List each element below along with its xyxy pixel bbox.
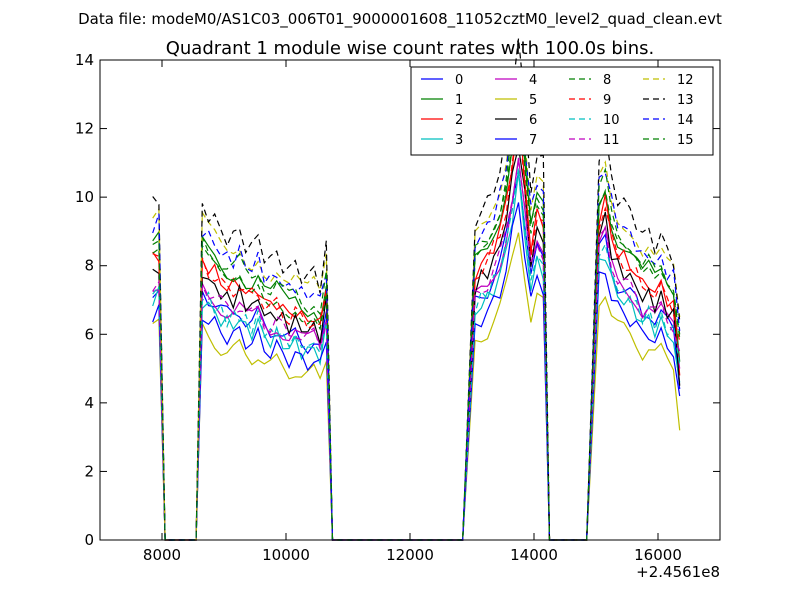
legend-label-2: 2 bbox=[455, 113, 463, 128]
legend-label-9: 9 bbox=[603, 93, 611, 108]
series-line-2 bbox=[152, 111, 681, 541]
series-line-10 bbox=[152, 167, 681, 541]
y-tick-label: 12 bbox=[75, 120, 94, 138]
y-tick-label: 2 bbox=[84, 462, 94, 480]
series-line-9 bbox=[152, 115, 681, 541]
legend-label-14: 14 bbox=[677, 113, 694, 128]
x-tick-label: 16000 bbox=[634, 546, 682, 564]
series-line-8 bbox=[152, 101, 681, 541]
series-layer bbox=[152, 38, 681, 541]
x-tick-label: 14000 bbox=[510, 546, 558, 564]
chart-suptitle: Data file: modeM0/AS1C03_006T01_90000016… bbox=[78, 10, 722, 29]
legend-label-4: 4 bbox=[529, 73, 537, 88]
legend-label-1: 1 bbox=[455, 93, 463, 108]
series-line-5 bbox=[152, 232, 681, 541]
x-tick-label: 8000 bbox=[143, 546, 181, 564]
legend-label-10: 10 bbox=[603, 113, 620, 128]
legend-label-7: 7 bbox=[529, 133, 537, 148]
y-tick-label: 8 bbox=[84, 257, 94, 275]
legend-label-12: 12 bbox=[677, 73, 694, 88]
x-offset-label: +2.4561e8 bbox=[636, 563, 720, 581]
series-line-1 bbox=[152, 98, 681, 541]
y-tick-label: 6 bbox=[84, 325, 94, 343]
y-tick-label: 10 bbox=[75, 188, 94, 206]
legend-label-0: 0 bbox=[455, 73, 463, 88]
legend-label-8: 8 bbox=[603, 73, 611, 88]
legend-label-15: 15 bbox=[677, 133, 694, 148]
x-tick-label: 12000 bbox=[386, 546, 434, 564]
y-tick-label: 14 bbox=[75, 51, 94, 69]
legend-label-3: 3 bbox=[455, 133, 463, 148]
legend-label-5: 5 bbox=[529, 93, 537, 108]
series-line-15 bbox=[152, 78, 681, 541]
series-line-13 bbox=[152, 38, 681, 541]
series-line-6 bbox=[152, 146, 681, 541]
x-tick-label: 10000 bbox=[262, 546, 310, 564]
legend-box bbox=[410, 66, 714, 156]
chart-title: Quadrant 1 module wise count rates with … bbox=[166, 38, 655, 59]
series-line-3 bbox=[152, 171, 681, 541]
y-tick-label: 0 bbox=[84, 531, 94, 549]
y-tick-label: 4 bbox=[84, 394, 94, 412]
legend-label-11: 11 bbox=[603, 133, 620, 148]
series-line-0 bbox=[152, 172, 681, 541]
legend-label-13: 13 bbox=[677, 93, 694, 108]
legend-label-6: 6 bbox=[529, 113, 537, 128]
series-line-14 bbox=[152, 66, 681, 541]
series-line-11 bbox=[152, 160, 681, 541]
